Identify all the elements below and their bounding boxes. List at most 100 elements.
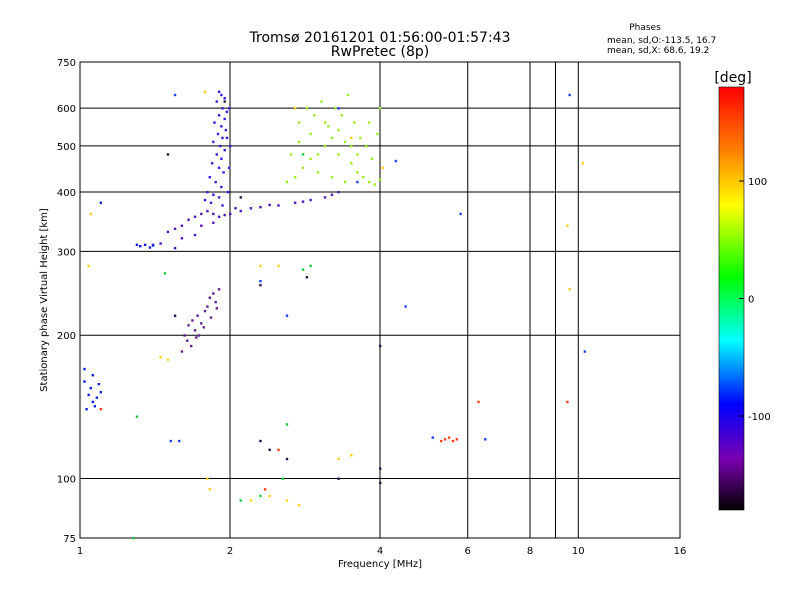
data-point: [206, 209, 209, 213]
data-point: [301, 153, 305, 156]
data-point: [180, 237, 184, 240]
data-point: [313, 114, 316, 117]
data-point: [568, 93, 571, 97]
data-point: [285, 499, 289, 502]
data-point: [217, 215, 221, 219]
data-point: [268, 203, 271, 207]
chart-subtitle: RwPretec (8p): [331, 44, 429, 60]
grid-lines: [80, 62, 680, 538]
data-point: [379, 107, 382, 110]
data-point: [297, 121, 301, 124]
chart-title: Tromsø 20161201 01:56:00-01:57:43: [249, 30, 511, 46]
data-point: [200, 212, 203, 216]
data-point: [259, 280, 262, 283]
data-point: [220, 157, 223, 161]
data-point: [197, 334, 201, 337]
data-point: [365, 144, 368, 148]
data-point: [85, 407, 88, 411]
data-point: [223, 100, 226, 103]
colorbar-label: [deg]: [714, 70, 751, 86]
data-point: [277, 204, 280, 207]
data-point: [330, 193, 334, 196]
data-point: [362, 175, 365, 179]
data-point: [334, 107, 337, 110]
data-point: [259, 284, 262, 287]
data-point: [285, 457, 289, 461]
data-point: [91, 400, 95, 404]
data-point: [200, 322, 203, 325]
data-point: [208, 488, 211, 491]
data-point: [337, 190, 340, 194]
data-point: [227, 107, 231, 110]
data-point: [323, 144, 327, 148]
data-point: [215, 100, 219, 103]
data-point: [249, 499, 253, 502]
data-point: [379, 467, 382, 470]
data-point: [350, 144, 353, 148]
data-point: [217, 288, 221, 291]
data-point: [305, 276, 309, 279]
phases-title: Phases: [629, 23, 661, 33]
y-tick-label: 200: [57, 331, 76, 342]
data-point: [97, 382, 101, 386]
x-tick-label: 6: [465, 546, 471, 557]
data-point: [206, 477, 209, 480]
x-tick-label: 4: [377, 546, 383, 557]
data-point: [337, 107, 340, 110]
data-point: [404, 305, 407, 308]
data-point: [186, 339, 189, 342]
data-point: [367, 121, 371, 124]
phases-o-stats: mean, sd,O:-113.5, 16.7: [607, 36, 716, 46]
data-point: [99, 407, 103, 411]
colorbar-tick-label: 0: [748, 295, 754, 306]
data-point: [285, 423, 289, 426]
data-point: [379, 178, 382, 181]
data-point: [226, 190, 230, 194]
data-point: [220, 185, 223, 189]
data-point: [330, 136, 334, 140]
y-tick-label: 500: [57, 142, 76, 153]
data-point: [212, 221, 215, 224]
data-point: [581, 162, 584, 165]
x-tick-label: 1: [77, 546, 83, 557]
data-point: [214, 300, 217, 304]
data-point: [301, 200, 305, 203]
data-point: [206, 305, 209, 308]
colorbar-tick-label: 100: [748, 177, 767, 188]
data-point: [180, 224, 184, 227]
data-point: [189, 344, 193, 348]
data-point: [163, 272, 167, 275]
data-point: [193, 329, 197, 332]
y-tick-label: 400: [57, 188, 76, 199]
data-point: [350, 162, 353, 165]
data-point: [193, 215, 197, 219]
data-point: [210, 162, 214, 165]
data-point: [212, 193, 215, 196]
data-point: [217, 196, 221, 199]
data-point: [151, 244, 155, 247]
data-point: [209, 316, 213, 319]
data-point: [166, 358, 170, 361]
data-point: [203, 198, 207, 202]
data-point: [263, 488, 267, 491]
data-point: [89, 212, 92, 216]
data-point: [343, 180, 347, 184]
data-point: [229, 212, 232, 216]
data-point: [477, 400, 480, 404]
data-point: [379, 481, 382, 485]
data-point: [225, 136, 229, 140]
data-point: [239, 209, 242, 213]
data-point: [173, 227, 177, 231]
data-point: [132, 537, 135, 540]
data-point: [277, 448, 280, 452]
data-point: [323, 121, 327, 124]
data-point: [208, 175, 211, 179]
data-point: [215, 153, 219, 156]
data-point: [229, 144, 232, 148]
data-point: [320, 100, 323, 103]
data-point: [259, 439, 262, 443]
data-point: [376, 132, 379, 136]
data-point: [83, 367, 86, 371]
x-tick-label: 10: [572, 546, 585, 557]
